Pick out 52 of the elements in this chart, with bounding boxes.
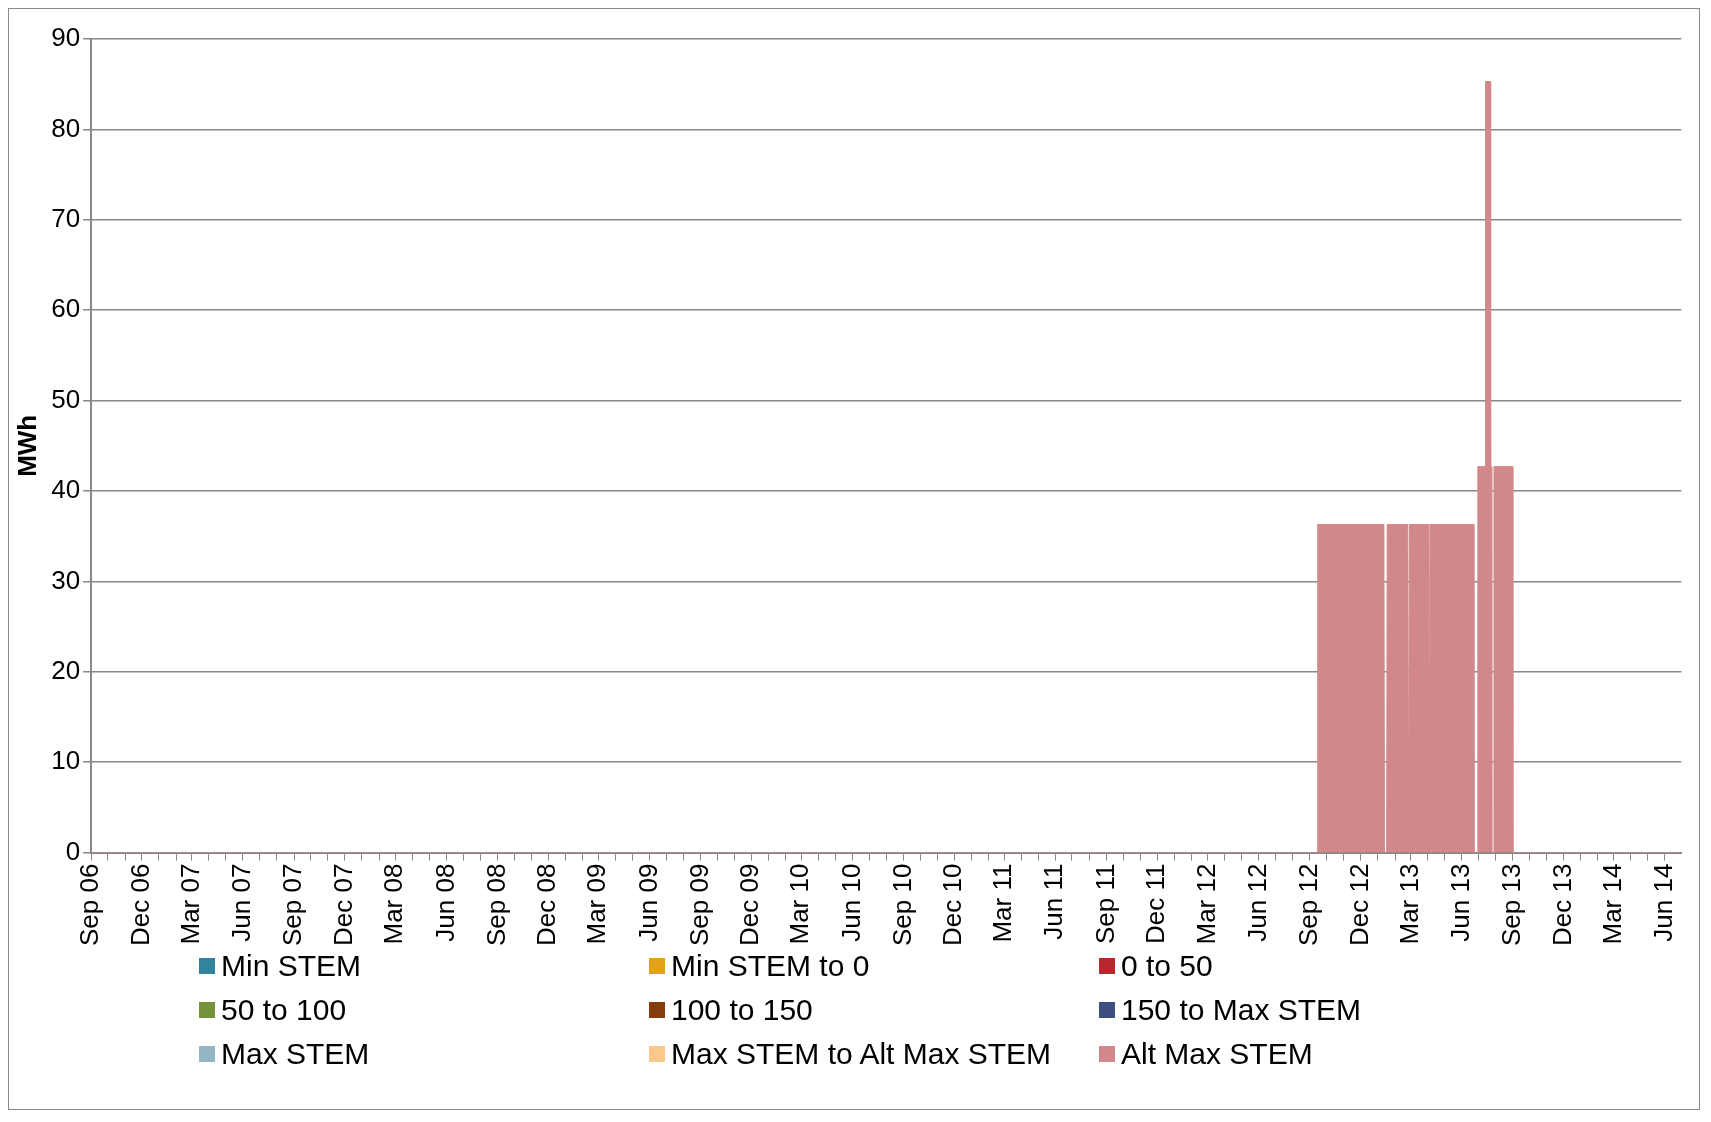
x-tick-label: Dec 06 — [124, 863, 155, 946]
legend-label: Alt Max STEM — [1121, 1037, 1313, 1071]
x-tick-label: Sep 09 — [683, 863, 714, 946]
y-tick-label: 90 — [51, 22, 81, 53]
x-tick-label: Dec 12 — [1343, 863, 1374, 946]
legend-label: Max STEM — [221, 1037, 370, 1071]
legend-label: Max STEM to Alt Max STEM — [671, 1037, 1052, 1071]
legend-label: 150 to Max STEM — [1121, 993, 1362, 1027]
x-tick-label: Sep 08 — [480, 863, 511, 946]
y-tick-label: 0 — [65, 835, 81, 866]
x-tick-label: Sep 12 — [1293, 863, 1324, 946]
x-tick-label: Dec 08 — [531, 863, 562, 946]
x-tick-label: Mar 12 — [1190, 863, 1221, 945]
x-tick-label: Dec 13 — [1546, 863, 1577, 946]
y-tick-label: 20 — [51, 654, 81, 685]
x-tick-label: Sep 10 — [886, 863, 917, 946]
y-tick-label: 80 — [51, 112, 81, 143]
x-tick-label: Mar 14 — [1596, 863, 1627, 945]
x-tick-label: Dec 10 — [937, 863, 968, 946]
x-tick-label: Sep 13 — [1496, 863, 1527, 946]
x-tick-label: Mar 13 — [1393, 863, 1424, 945]
x-tick-label: Jun 07 — [226, 863, 257, 942]
y-tick-label: 40 — [51, 474, 81, 505]
x-tick-label: Mar 08 — [378, 863, 409, 945]
y-tick-label: 50 — [51, 383, 81, 414]
x-tick-label: Jun 11 — [1038, 863, 1069, 940]
x-tick-label: Jun 10 — [835, 863, 866, 942]
legend-label: 100 to 150 — [671, 993, 813, 1027]
y-tick-label: 30 — [51, 564, 81, 595]
x-tick-label: Jun 12 — [1241, 863, 1272, 942]
x-tick-label: Dec 09 — [734, 863, 765, 946]
x-tick-label: Jun 13 — [1444, 863, 1475, 942]
legend-label: 50 to 100 — [221, 993, 347, 1027]
y-tick-label: 60 — [51, 293, 81, 324]
x-tick-label: Mar 09 — [581, 863, 612, 945]
x-tick-label: Sep 06 — [74, 863, 105, 946]
x-tick-label: Dec 07 — [327, 863, 358, 946]
x-tick-label: Mar 07 — [174, 863, 205, 945]
x-tick-label: Sep 11 — [1089, 863, 1120, 945]
x-tick-label: Mar 11 — [987, 863, 1018, 943]
x-tick-label: Jun 14 — [1647, 863, 1678, 942]
y-axis-title: MWh — [11, 414, 42, 477]
legend-label: Min STEM to 0 — [671, 949, 870, 983]
x-tick-label: Jun 08 — [429, 863, 460, 942]
y-tick-label: 70 — [51, 202, 81, 233]
x-tick-label: Dec 11 — [1140, 863, 1171, 945]
legend-label: 0 to 50 — [1121, 949, 1213, 983]
x-tick-label: Jun 09 — [632, 863, 663, 942]
x-tick-label: Mar 10 — [784, 863, 815, 945]
legend-label: Min STEM — [221, 949, 362, 983]
x-tick-label: Sep 07 — [277, 863, 308, 946]
y-tick-label: 10 — [51, 745, 81, 776]
